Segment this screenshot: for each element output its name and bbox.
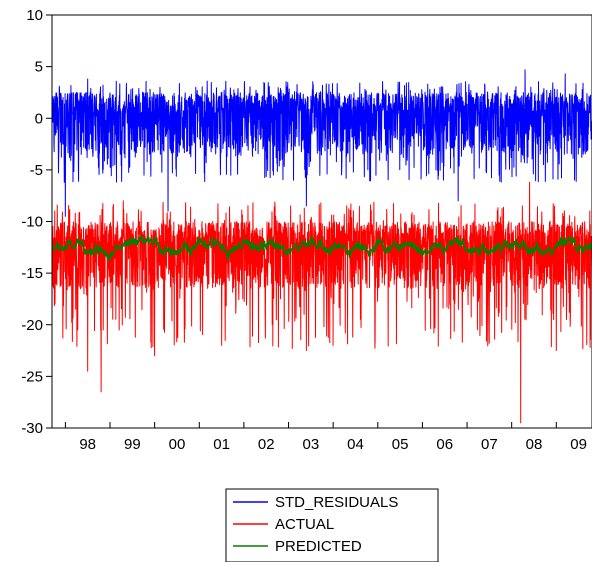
y-tick-label: -10 bbox=[21, 214, 43, 231]
legend-label: PREDICTED bbox=[275, 538, 362, 555]
x-tick-label: 00 bbox=[169, 436, 186, 453]
legend-label: STD_RESIDUALS bbox=[275, 494, 398, 511]
x-tick-label: 08 bbox=[526, 436, 543, 453]
x-tick-label: 05 bbox=[392, 436, 409, 453]
x-tick-label: 09 bbox=[570, 436, 587, 453]
x-axis: 98 99 00 01 02 03 04 05 06 07 08 09 bbox=[64, 422, 587, 453]
y-tick-label: -5 bbox=[30, 162, 43, 179]
x-tick-label: 99 bbox=[124, 436, 141, 453]
series-line-actual bbox=[52, 181, 592, 424]
y-tick-label: -25 bbox=[21, 368, 43, 385]
y-axis: 10 5 0 -5 -10 -15 -20 -25 -30 bbox=[21, 7, 52, 437]
series-line-std-residuals bbox=[52, 69, 592, 217]
y-tick-label: -30 bbox=[21, 420, 43, 437]
legend-items: STD_RESIDUALS ACTUAL PREDICTED bbox=[233, 494, 398, 555]
legend-box bbox=[225, 488, 439, 562]
legend-label: ACTUAL bbox=[275, 516, 334, 533]
y-tick-label: -15 bbox=[21, 265, 43, 282]
x-tick-label: 98 bbox=[79, 436, 96, 453]
series-layer bbox=[52, 69, 592, 424]
y-tick-label: -20 bbox=[21, 317, 43, 334]
y-tick-label: 10 bbox=[26, 7, 43, 24]
y-tick-label: 0 bbox=[35, 110, 43, 127]
x-tick-label: 02 bbox=[258, 436, 275, 453]
series-line-predicted bbox=[52, 235, 592, 262]
plot-frame bbox=[51, 14, 592, 429]
x-tick-label: 04 bbox=[347, 436, 364, 453]
x-tick-label: 06 bbox=[436, 436, 453, 453]
y-tick-label: 5 bbox=[35, 59, 43, 76]
legend: STD_RESIDUALS ACTUAL PREDICTED bbox=[225, 488, 439, 562]
x-tick-label: 03 bbox=[302, 436, 319, 453]
plot-area bbox=[51, 14, 592, 429]
x-tick-label: 07 bbox=[481, 436, 498, 453]
x-tick-label: 01 bbox=[213, 436, 230, 453]
